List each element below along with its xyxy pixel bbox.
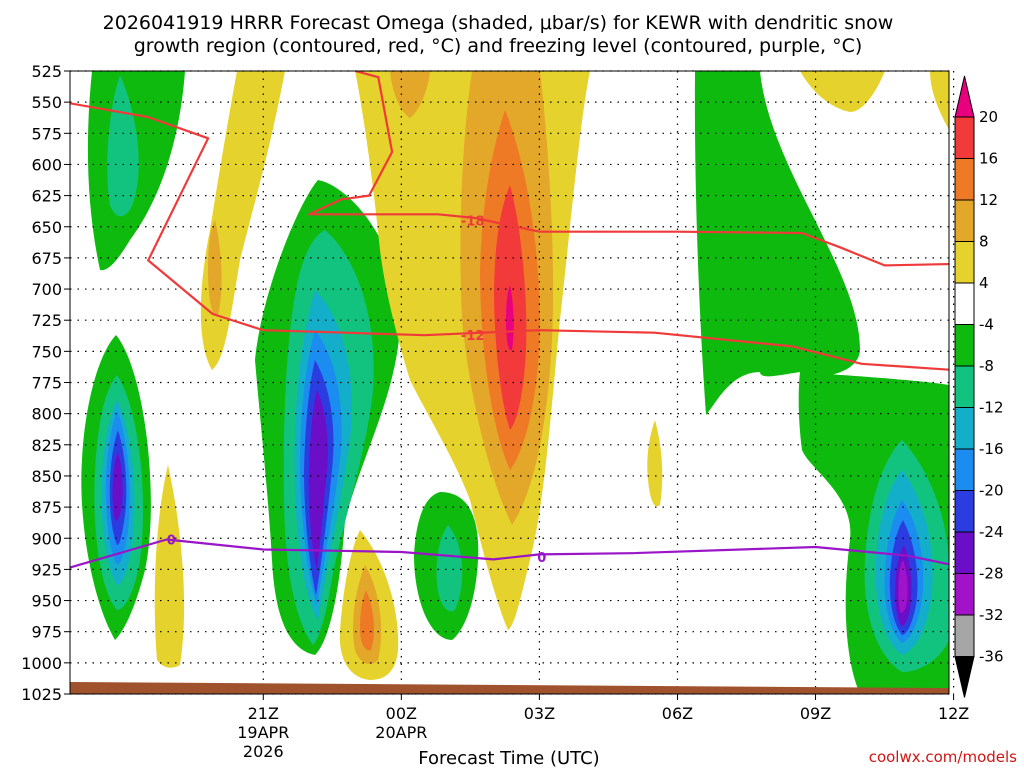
colorbar-tick-label: 4 [979, 274, 989, 292]
colorbar-swatch [954, 324, 975, 367]
chart-title-line-1: 2026041919 HRRR Forecast Omega (shaded, … [103, 12, 894, 34]
colorbar-swatch [954, 614, 975, 657]
colorbar: 20 16 12 8 4 -4 -8 -12 -16 -20 -24 -28 -32 -36 [954, 75, 1004, 698]
colorbar-tick-label: -28 [979, 565, 1004, 583]
x-tick-label: 12Z [938, 704, 969, 723]
y-tick-label: 600 [31, 155, 62, 174]
y-tick-label: 1000 [21, 654, 62, 673]
omega-yellow-region [154, 465, 185, 668]
omega-purple-core [112, 452, 123, 521]
colorbar-swatch [954, 116, 975, 159]
omega-magenta-core [506, 285, 514, 351]
omega-orange-region [360, 590, 374, 651]
colorbar-tick-label: -16 [979, 440, 1004, 458]
y-tick-label: 925 [31, 560, 62, 579]
contour-label: 0 [167, 533, 176, 548]
x-axis-label: Forecast Time (UTC) [418, 748, 599, 768]
colorbar-tick-label: -36 [979, 648, 1004, 666]
dgz-contour-line [308, 71, 949, 267]
y-tick-label: 850 [31, 467, 62, 486]
y-tick-label: 625 [31, 187, 62, 206]
omega-violet-core [898, 560, 908, 613]
omega-orange-region [390, 71, 430, 118]
x-tick-label: 09Z [800, 704, 831, 723]
contour-label: 0 [537, 551, 546, 566]
y-tick-label: 700 [31, 280, 62, 299]
colorbar-tick-label: 8 [979, 233, 989, 251]
y-tick-label: 1025 [21, 685, 62, 704]
y-tick-label: 975 [31, 623, 62, 642]
omega-shading [81, 71, 949, 694]
omega-purple-core [308, 390, 328, 570]
omega-yellow-region [647, 420, 663, 507]
y-axis: 525 550 575 600 625 650 675 700 725 750 775 800 825 8… [21, 62, 70, 704]
colorbar-swatch [954, 365, 975, 408]
y-tick-label: 750 [31, 342, 62, 361]
freezing-level-contour-line [70, 538, 949, 569]
ground-surface [70, 682, 949, 694]
colorbar-tick-label: -8 [979, 357, 994, 375]
colorbar-tick-label: -24 [979, 523, 1004, 541]
credit-text: coolwx.com/models [869, 748, 1017, 766]
colorbar-swatch [954, 490, 975, 533]
colorbar-top-arrow [954, 75, 975, 118]
y-tick-label: 875 [31, 498, 62, 517]
contour-lines [70, 71, 949, 569]
omega-yellow-region [800, 71, 885, 112]
y-tick-label: 675 [31, 249, 62, 268]
chart-title-line-2: growth region (contoured, red, °C) and f… [134, 35, 863, 57]
colorbar-swatch [954, 531, 975, 574]
y-tick-label: 525 [31, 62, 62, 81]
y-tick-label: 725 [31, 311, 62, 330]
x-tick-label: 20APR [375, 723, 427, 742]
colorbar-swatch [954, 158, 975, 201]
y-tick-label: 800 [31, 405, 62, 424]
y-tick-label: 550 [31, 93, 62, 112]
y-tick-label: 775 [31, 374, 62, 393]
colorbar-tick-label: -12 [979, 399, 1004, 417]
contour-label: -18 [461, 215, 485, 230]
omega-green-region [694, 71, 860, 415]
y-tick-label: 575 [31, 124, 62, 143]
x-tick-label: 06Z [662, 704, 693, 723]
colorbar-bottom-arrow [954, 656, 975, 698]
colorbar-swatch [954, 573, 975, 616]
omega-orange-region [208, 220, 222, 316]
colorbar-swatch [954, 448, 975, 491]
colorbar-tick-label: 20 [979, 108, 998, 126]
colorbar-swatch [954, 241, 975, 284]
y-tick-label: 900 [31, 529, 62, 548]
x-tick-label: 03Z [524, 704, 555, 723]
omega-yellow-region [200, 71, 285, 370]
colorbar-swatch [954, 199, 975, 242]
omega-yellow-region [930, 71, 949, 130]
omega-teal-region [436, 525, 463, 612]
x-tick-label: 21Z [248, 704, 279, 723]
colorbar-tick-label: -4 [979, 316, 994, 334]
y-tick-label: 950 [31, 592, 62, 611]
x-tick-label: 2026 [243, 742, 284, 761]
colorbar-tick-label: -20 [979, 482, 1004, 500]
contour-labels: -18 -12 0 0 [167, 215, 547, 566]
y-tick-label: 825 [31, 436, 62, 455]
colorbar-tick-label: 16 [979, 150, 998, 168]
y-tick-label: 650 [31, 218, 62, 237]
colorbar-swatch [954, 407, 975, 450]
colorbar-tick-label: 12 [979, 191, 998, 209]
colorbar-tick-label: -32 [979, 606, 1004, 624]
x-tick-label: 00Z [386, 704, 417, 723]
colorbar-swatch [954, 282, 975, 325]
x-tick-label: 19APR [237, 723, 289, 742]
contour-label: -12 [461, 329, 485, 344]
dgz-contour-line [70, 102, 949, 371]
